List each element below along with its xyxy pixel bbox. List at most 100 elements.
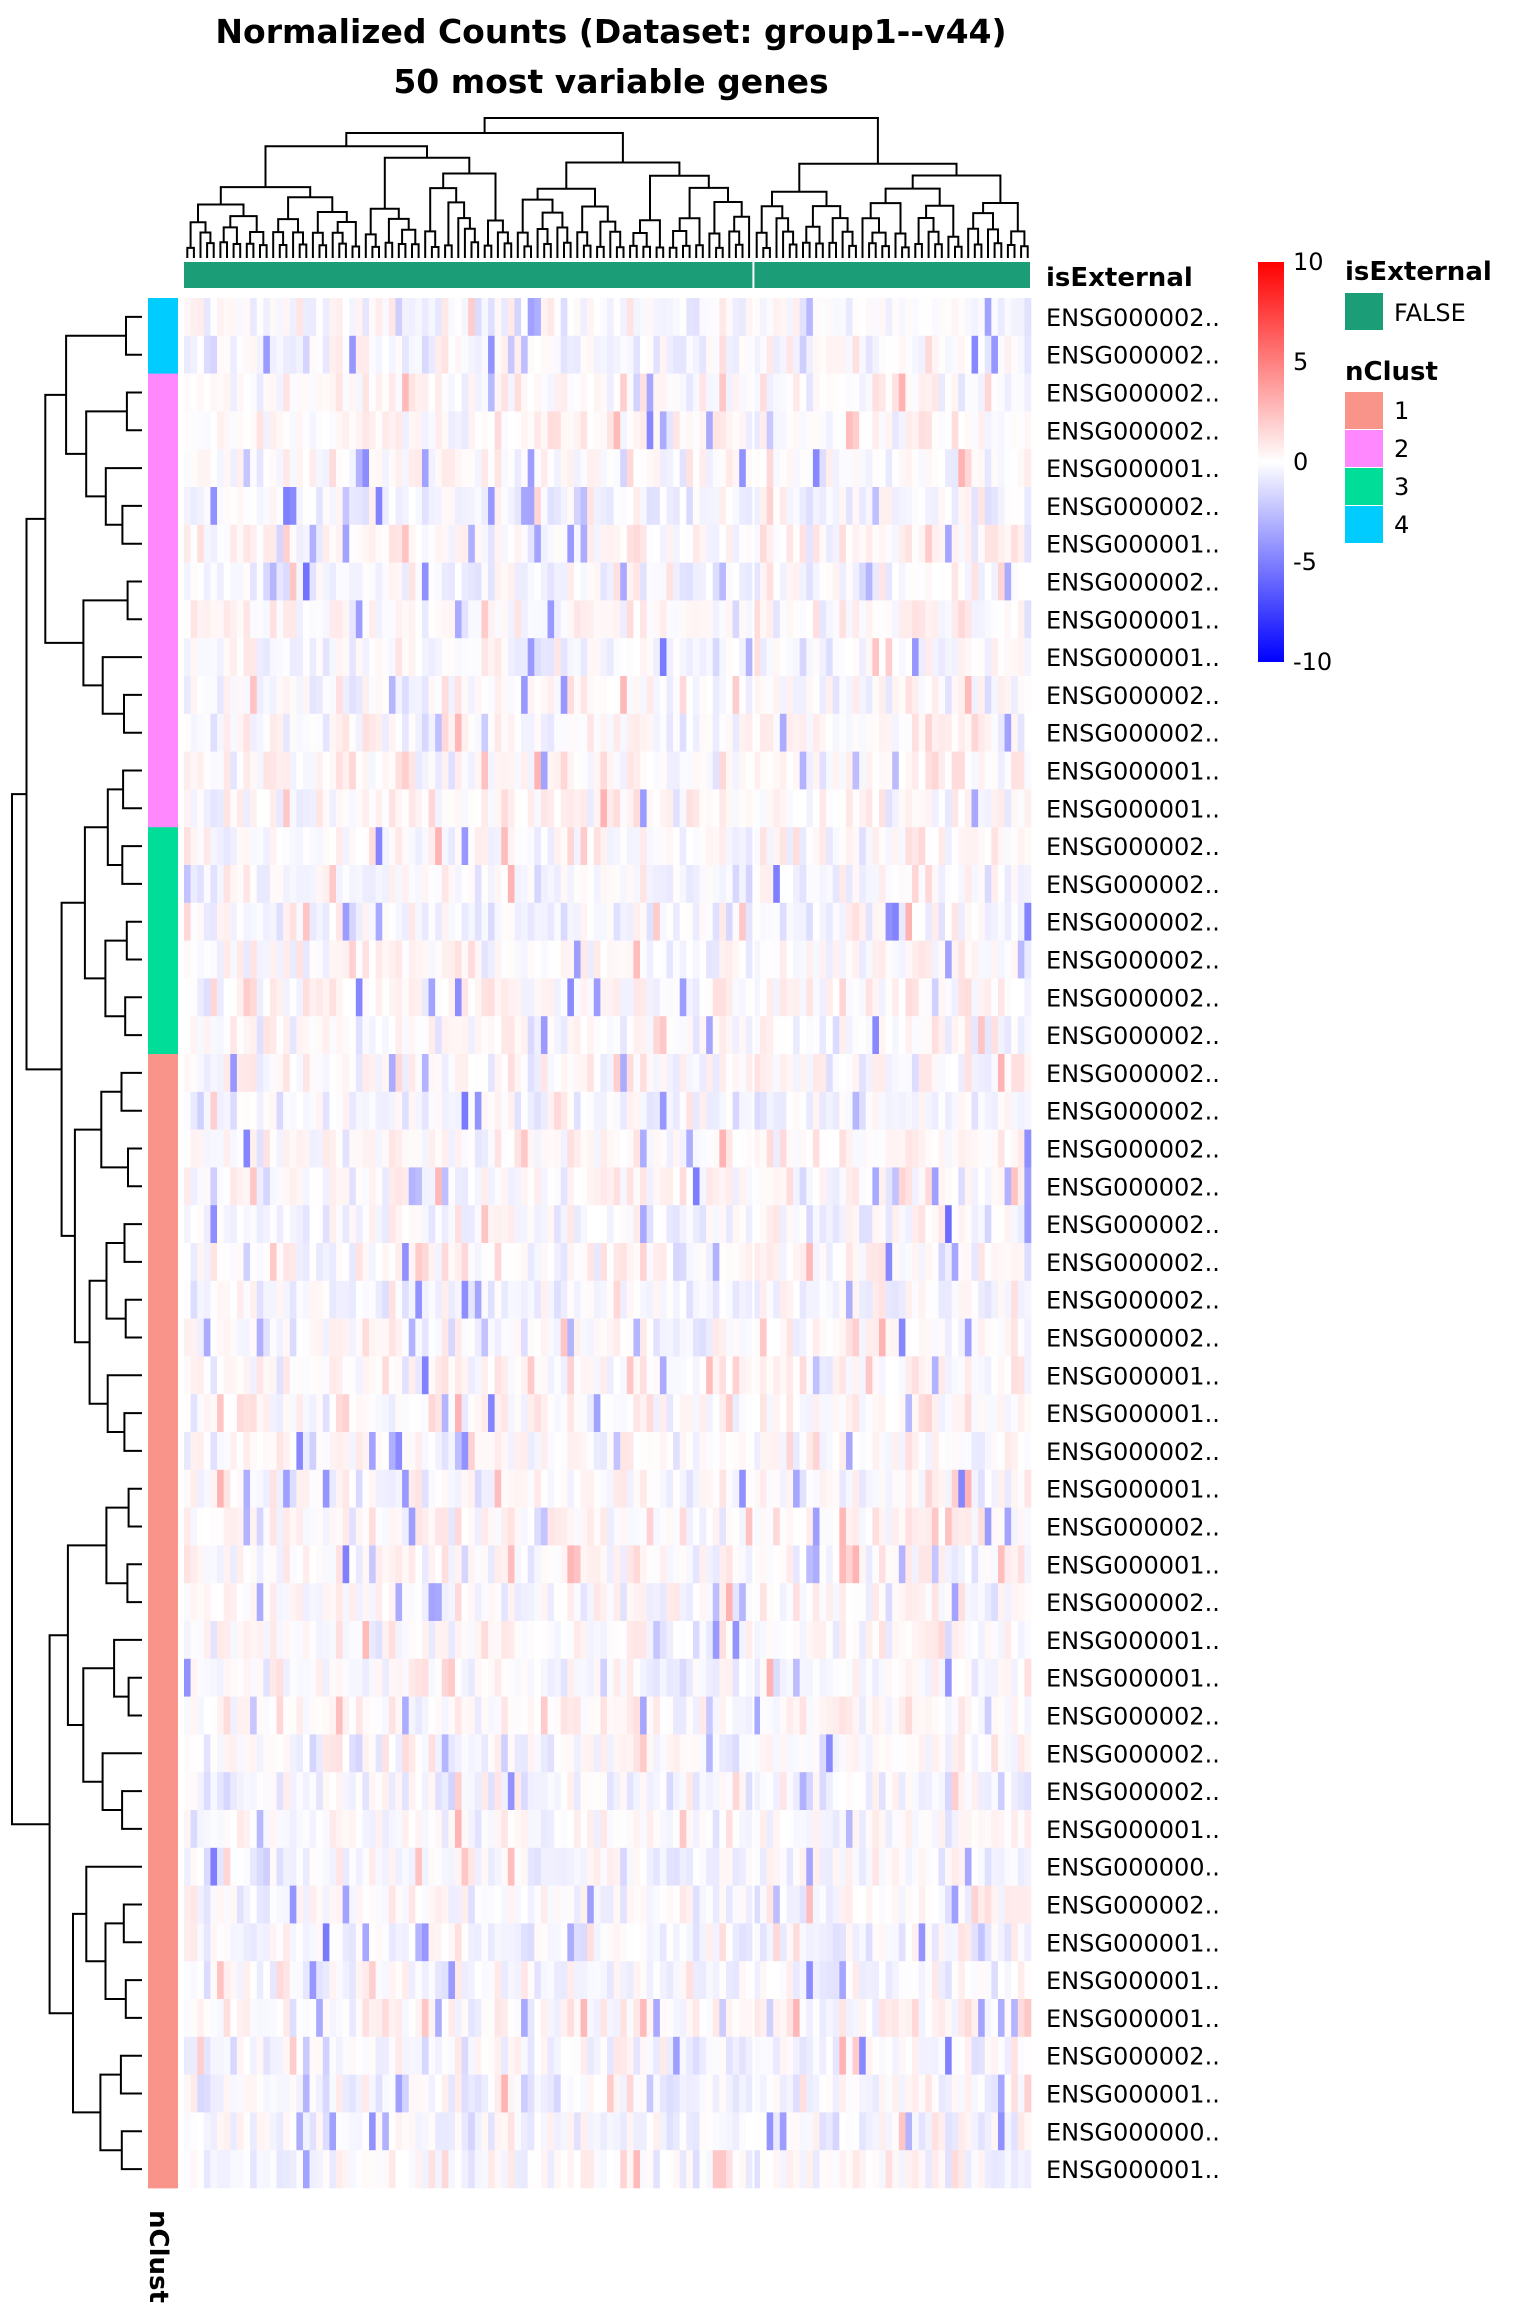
heatmap-cell xyxy=(408,1129,416,1168)
heatmap-cell xyxy=(250,865,257,904)
heatmap-cell xyxy=(316,1167,324,1206)
heatmap-cell xyxy=(269,1469,277,1508)
heatmap-cell xyxy=(931,676,939,715)
heatmap-cell xyxy=(190,1621,198,1660)
heatmap-cell xyxy=(826,751,834,790)
heatmap-cell xyxy=(197,600,205,639)
heatmap-cell xyxy=(507,1469,515,1508)
heatmap-cell xyxy=(819,940,827,979)
heatmap-cell xyxy=(203,1016,211,1055)
heatmap-cell xyxy=(283,751,291,790)
heatmap-cell xyxy=(839,1016,847,1055)
heatmap-cell xyxy=(699,600,707,639)
heatmap-cell xyxy=(739,373,747,412)
heatmap-cell xyxy=(448,827,456,866)
heatmap-cell xyxy=(395,373,403,412)
heatmap-cell xyxy=(263,1205,271,1244)
heatmap-cell xyxy=(197,676,205,715)
heatmap-cell xyxy=(501,1016,509,1055)
heatmap-cell xyxy=(534,940,542,979)
heatmap-cell xyxy=(521,1469,528,1508)
heatmap-cell xyxy=(336,1054,343,1093)
heatmap-cell xyxy=(819,1016,827,1055)
heatmap-cell xyxy=(527,1356,535,1395)
heatmap-cell xyxy=(984,865,992,904)
heatmap-cell xyxy=(653,600,661,639)
heatmap-cell xyxy=(580,1129,588,1168)
heatmap-cell xyxy=(507,1280,515,1319)
heatmap-cell xyxy=(1017,1280,1025,1319)
heatmap-cell xyxy=(620,411,628,450)
heatmap-cell xyxy=(494,1129,502,1168)
heatmap-cell xyxy=(773,902,781,941)
heatmap-cell xyxy=(938,676,946,715)
heatmap-cell xyxy=(349,1356,357,1395)
dendrogram-branch xyxy=(121,504,142,545)
heatmap-cell xyxy=(845,1545,853,1584)
heatmap-cell xyxy=(958,1016,966,1055)
heatmap-cell xyxy=(945,562,952,601)
heatmap-cell xyxy=(283,940,291,979)
row-annotation-cell xyxy=(148,2036,178,2075)
heatmap-cell xyxy=(1004,487,1012,526)
heatmap-cell xyxy=(633,298,641,337)
heatmap-cell xyxy=(474,562,482,601)
heatmap-cell xyxy=(745,411,753,450)
heatmap-cell xyxy=(468,1091,476,1130)
heatmap-cell xyxy=(845,827,853,866)
heatmap-cell xyxy=(712,1658,720,1697)
heatmap-cell xyxy=(336,1205,343,1244)
heatmap-cell xyxy=(945,1621,952,1660)
heatmap-cell xyxy=(316,449,324,488)
heatmap-cell xyxy=(540,1318,548,1357)
heatmap-cell xyxy=(918,1658,926,1697)
heatmap-cell xyxy=(931,902,939,941)
heatmap-cell xyxy=(309,1432,317,1471)
heatmap-cell xyxy=(997,1280,1005,1319)
heatmap-cell xyxy=(712,373,720,412)
heatmap-cell xyxy=(892,1016,900,1055)
heatmap-cell xyxy=(342,1507,350,1546)
heatmap-cell xyxy=(872,789,880,828)
heatmap-cell xyxy=(1017,638,1025,677)
heatmap-cell xyxy=(786,487,794,526)
heatmap-cell xyxy=(779,562,787,601)
heatmap-cell xyxy=(819,373,827,412)
heatmap-cell xyxy=(898,751,906,790)
heatmap-cell xyxy=(931,449,939,488)
heatmap-cell xyxy=(593,449,601,488)
heatmap-cell xyxy=(362,1356,370,1395)
heatmap-cell xyxy=(984,676,992,715)
heatmap-cell xyxy=(527,1054,535,1093)
dendrogram-branch xyxy=(1006,244,1016,258)
heatmap-cell xyxy=(593,1205,601,1244)
heatmap-cell xyxy=(686,1621,694,1660)
heatmap-cell xyxy=(640,373,647,412)
heatmap-cell xyxy=(806,827,814,866)
heatmap-cell xyxy=(283,298,291,337)
heatmap-cell xyxy=(613,298,621,337)
heatmap-cell xyxy=(739,1507,747,1546)
heatmap-cell xyxy=(925,298,933,337)
heatmap-cell xyxy=(938,1205,946,1244)
heatmap-cell xyxy=(1017,940,1025,979)
heatmap-cell xyxy=(686,1318,694,1357)
dendrogram-branch xyxy=(48,1634,73,2015)
heatmap-cell xyxy=(263,1696,271,1735)
heatmap-cell xyxy=(945,751,952,790)
heatmap-cell xyxy=(872,1129,880,1168)
heatmap-cell xyxy=(547,940,555,979)
heatmap-cell xyxy=(984,1545,992,1584)
heatmap-cell xyxy=(699,487,707,526)
heatmap-cell xyxy=(666,1658,674,1697)
heatmap-cell xyxy=(786,298,794,337)
dendrogram-branch xyxy=(1020,245,1029,258)
heatmap-cell xyxy=(382,978,390,1017)
heatmap-cell xyxy=(573,373,581,412)
heatmap-cell xyxy=(912,713,919,752)
heatmap-cell xyxy=(892,1167,900,1206)
heatmap-cell xyxy=(302,1507,310,1546)
chart-subtitle: 50 most variable genes xyxy=(393,62,828,101)
heatmap-cell xyxy=(223,1545,231,1584)
heatmap-cell xyxy=(488,1167,495,1206)
